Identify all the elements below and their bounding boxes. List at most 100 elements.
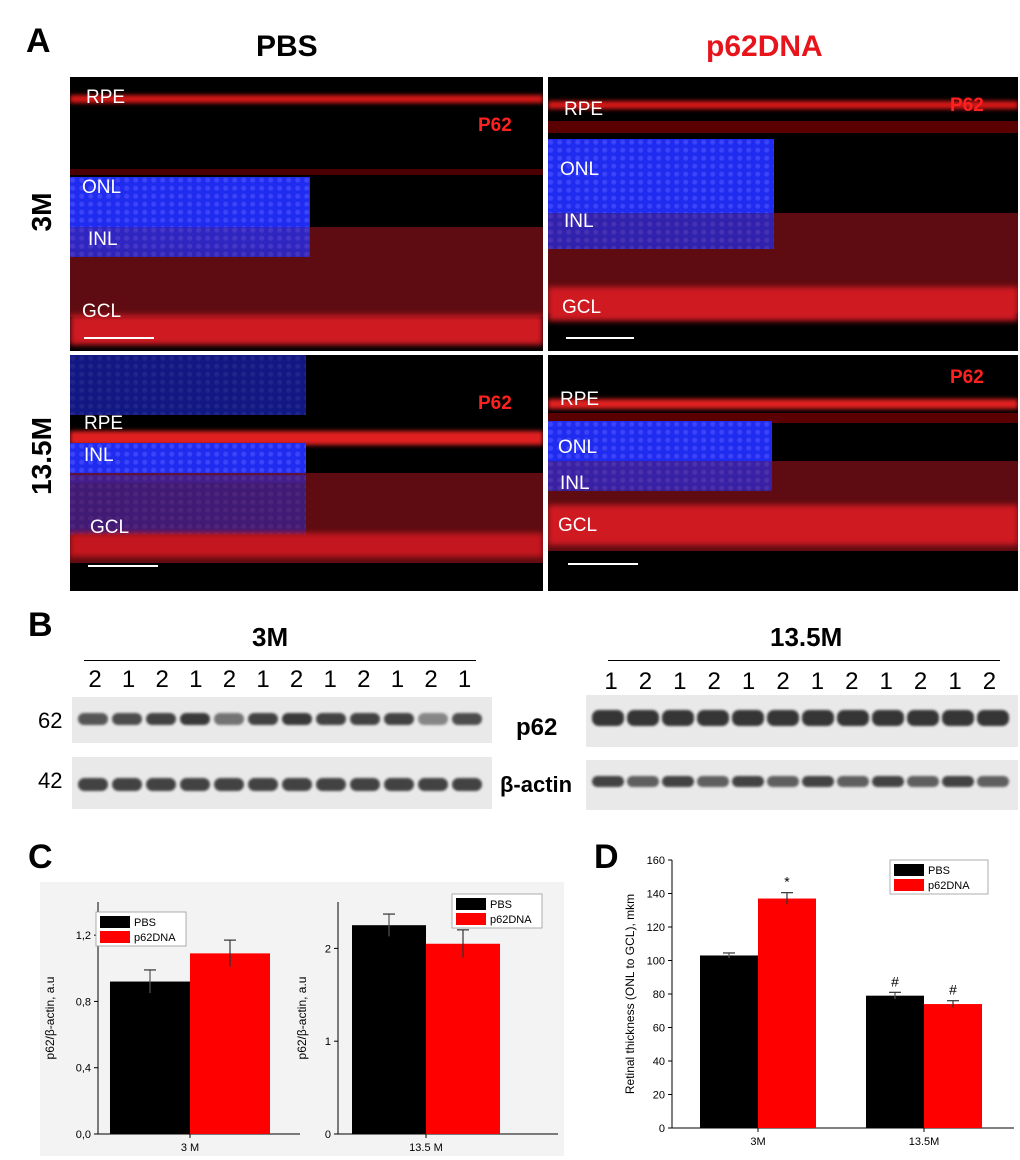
lane-number: 1 [457, 666, 472, 693]
blot-band [316, 778, 346, 791]
mw-marker-62: 62 [38, 708, 63, 733]
chart-d: 0 20 40 60 80 100 120 140 160 3M 13.5M * # # Retinal t… [623, 855, 1014, 1148]
lane-number: 1 [189, 666, 203, 693]
y-axis-label: p62/β-actin, a.u [296, 977, 309, 1060]
chart-c-left: 0,0 0,4 0,8 1,2 3 M p62/β-actin, a.u PBS p62DNA [43, 902, 300, 1154]
x-tick-label: 13.5 M [409, 1142, 443, 1154]
panel-a-letter: A [26, 22, 51, 60]
blot-band [452, 713, 482, 725]
x-tick-label: 3 M [181, 1142, 199, 1154]
panel-b-letter: B [28, 606, 53, 644]
y-axis-label: Retinal thickness (ONL to GCL), mkm [623, 894, 637, 1094]
micrograph-p62dna-13m: RPE ONL INL GCL P62 [548, 355, 1018, 591]
blot-band [872, 710, 904, 726]
column-header-pbs: PBS [256, 30, 318, 63]
y-tick-label: 160 [647, 855, 665, 867]
lane-number: 2 [776, 668, 790, 695]
blot-group-line-3m [84, 660, 476, 661]
lane-number: 2 [424, 666, 438, 693]
blot-band [627, 776, 659, 787]
y-tick-label: 40 [653, 1056, 665, 1068]
layer-label: RPE [84, 413, 124, 434]
layer-label: INL [84, 445, 114, 466]
blot-band [837, 776, 869, 787]
micrograph-pbs-13m: RPE INL GCL P62 [70, 355, 543, 591]
blot-band [248, 778, 278, 791]
y-tick-label: 100 [647, 956, 665, 968]
lane-number: 1 [810, 668, 825, 695]
layer-label: GCL [558, 515, 598, 536]
lane-number: 1 [673, 668, 687, 695]
stain-label: P62 [950, 95, 984, 116]
blot-band [592, 710, 624, 726]
blot-group-3m: 3M [252, 622, 289, 652]
lane-number: 2 [982, 668, 997, 695]
y-tick-label: 1,2 [76, 930, 91, 942]
y-tick-label: 0 [325, 1129, 331, 1141]
bar-p62dna [426, 943, 500, 1134]
panel-c-letter: C [28, 838, 53, 876]
blot-band [872, 776, 904, 787]
legend-label: p62DNA [928, 880, 970, 892]
layer-label: INL [88, 229, 118, 250]
column-header-p62dna: p62DNA [706, 30, 823, 63]
blot-group-line-13m [608, 660, 1000, 661]
lane-number: 1 [741, 668, 756, 695]
chart-c-right: 0 1 2 13.5 M p62/β-actin, a.u PBS p62DNA [296, 893, 558, 1154]
legend-swatch [100, 931, 130, 943]
mw-marker-42: 42 [38, 768, 63, 793]
blot-band [282, 778, 312, 791]
legend-label: p62DNA [134, 932, 176, 944]
blot-band [907, 710, 939, 726]
blot-band [732, 776, 764, 787]
bar-pbs [110, 981, 190, 1134]
layer-label: GCL [562, 297, 602, 318]
bar-p62dna [190, 953, 270, 1134]
blot-band [418, 713, 448, 725]
x-tick-label: 13.5M [909, 1136, 940, 1148]
lane-number: 1 [948, 668, 962, 695]
blot-band [977, 776, 1009, 787]
blot-label-p62: p62 [516, 714, 558, 741]
blot-group-13m: 13.5M [770, 622, 843, 652]
legend-swatch [456, 913, 486, 925]
lane-number: 2 [155, 666, 169, 693]
blot-band [592, 776, 624, 787]
blot-band [802, 776, 834, 787]
lane-number: 2 [357, 666, 371, 693]
micrograph-pbs-3m: RPE ONL INL GCL P62 [70, 77, 543, 351]
lane-number: 2 [845, 668, 859, 695]
lane-number: 2 [289, 666, 304, 693]
layer-label: ONL [560, 159, 600, 180]
row-header-3m: 3M [26, 192, 57, 232]
blot-band [214, 778, 244, 791]
lane-number: 1 [390, 666, 405, 693]
blot-band [384, 713, 414, 725]
blot-band [767, 776, 799, 787]
blot-band [697, 710, 729, 726]
legend-label: PBS [490, 899, 512, 911]
blot-band [697, 776, 729, 787]
blot-band [802, 710, 834, 726]
micrograph-p62dna-3m: RPE ONL INL GCL P62 [548, 77, 1018, 351]
blot-band [942, 710, 974, 726]
scale-bar [84, 337, 154, 339]
lane-number: 1 [256, 666, 270, 693]
scale-bar [566, 337, 634, 339]
significance-mark: * [784, 874, 790, 890]
lane-number: 1 [879, 668, 893, 695]
blot-band [112, 713, 142, 725]
lane-number: 2 [88, 666, 102, 693]
row-header-13m: 13.5M [26, 417, 57, 495]
blot-band [180, 778, 210, 791]
bar-p62dna [758, 898, 816, 1128]
significance-mark: # [891, 973, 899, 989]
lane-number: 1 [604, 668, 618, 695]
legend-label: PBS [928, 865, 950, 877]
legend-swatch [100, 916, 130, 928]
blot-band [78, 778, 108, 791]
blot-band [452, 778, 482, 791]
legend-label: p62DNA [490, 914, 532, 926]
blot-band [907, 776, 939, 787]
stain-label: P62 [478, 115, 512, 136]
